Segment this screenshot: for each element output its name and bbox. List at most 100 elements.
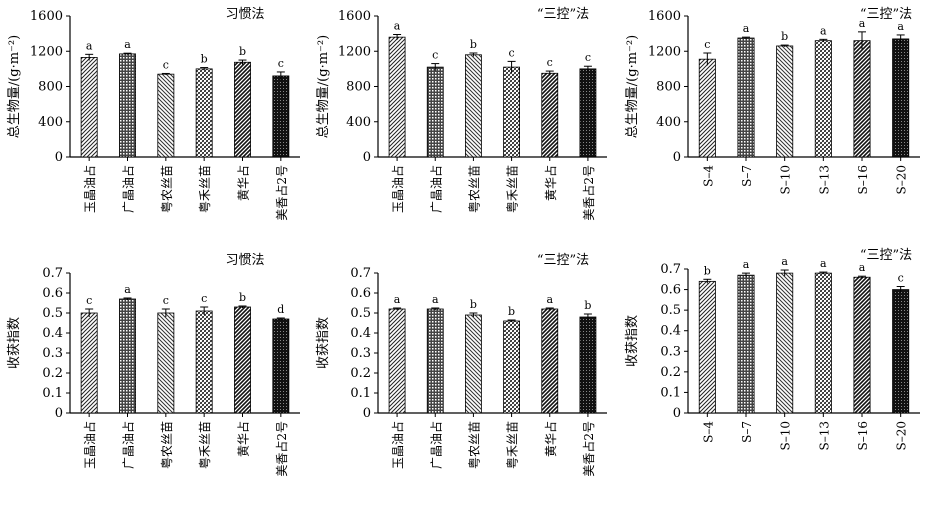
x-tick-label: 广晶油占 xyxy=(121,421,136,469)
x-tick-label: 黄华占 xyxy=(543,421,558,457)
significance-letter: a xyxy=(859,17,866,30)
bar xyxy=(465,54,482,158)
y-axis-label: 收获指数 xyxy=(625,315,640,367)
x-tick-label: S–16 xyxy=(856,421,870,451)
significance-letter: a xyxy=(859,261,866,274)
bar xyxy=(814,40,832,158)
x-tick-label: 美香占2号 xyxy=(581,165,596,221)
bar xyxy=(465,314,482,414)
x-tick-label: 美香占2号 xyxy=(274,421,289,477)
x-tick-label: 粤禾丝苗 xyxy=(505,165,520,213)
bar xyxy=(234,306,251,414)
significance-letter: a xyxy=(820,257,827,270)
bar xyxy=(272,318,290,414)
x-tick-label: 广晶油占 xyxy=(428,421,443,469)
chart-panel-5: 0 0.1 0.2 0.3 0.4 0.5 0.6 0.7 收获指数 “三控”法 a 玉晶油占 a 广晶油… xyxy=(316,253,607,477)
x-tick-label: 黄华占 xyxy=(543,165,558,201)
significance-letter: c xyxy=(432,49,438,62)
x-tick-label: 玉晶油占 xyxy=(390,421,405,469)
significance-letter: a xyxy=(124,38,131,51)
y-tick-label: 0.2 xyxy=(350,366,371,381)
chart-panel-2: 0 400 800 1200 1600 总生物量/(g·m⁻²) “三控”法 a 玉晶油占 c 广晶… xyxy=(316,7,607,221)
bar xyxy=(541,308,559,414)
bar xyxy=(157,312,175,414)
y-axis-label: 收获指数 xyxy=(7,317,22,369)
x-tick-label: 黄华占 xyxy=(236,165,251,201)
x-tick-label: 广晶油占 xyxy=(428,165,443,213)
bar xyxy=(892,289,910,414)
bar xyxy=(776,45,794,158)
y-tick-label: 0.3 xyxy=(42,346,63,361)
significance-letter: a xyxy=(820,24,827,37)
y-tick-label: 800 xyxy=(38,80,63,95)
x-tick-label: S–7 xyxy=(740,165,754,187)
bar xyxy=(234,61,251,158)
bar xyxy=(503,320,520,414)
bar xyxy=(814,272,832,414)
y-tick-label: 400 xyxy=(656,115,681,130)
y-tick-label: 0.7 xyxy=(660,262,681,277)
x-tick-label: 广晶油占 xyxy=(121,165,136,213)
significance-letter: c xyxy=(86,294,92,307)
significance-letter: b xyxy=(781,30,788,43)
y-tick-label: 0.2 xyxy=(660,365,681,380)
significance-letter: b xyxy=(201,53,208,66)
x-tick-label: S–10 xyxy=(779,165,793,195)
y-tick-label: 800 xyxy=(656,80,681,95)
y-tick-label: 0 xyxy=(673,406,681,421)
x-tick-label: 粤农丝苗 xyxy=(159,421,174,469)
y-tick-label: 0 xyxy=(363,150,371,165)
chart-panel-3: 0 400 800 1200 1600 总生物量/(g·m⁻²) “三控”法 c S–4 a S–7… xyxy=(625,7,920,195)
bar xyxy=(737,274,755,414)
significance-letter: c xyxy=(704,38,710,51)
x-tick-label: 美香占2号 xyxy=(581,421,596,477)
x-tick-label: S–4 xyxy=(701,165,715,187)
significance-letter: a xyxy=(546,293,553,306)
bar xyxy=(776,272,794,414)
significance-letter: c xyxy=(201,292,207,305)
y-tick-label: 0.7 xyxy=(42,266,63,281)
x-tick-label: 黄华占 xyxy=(236,421,251,457)
significance-letter: a xyxy=(743,258,750,271)
x-tick-label: S–16 xyxy=(856,165,870,195)
chart-title: “三控”法 xyxy=(537,253,589,268)
y-tick-label: 1200 xyxy=(648,44,681,59)
x-tick-label: S–13 xyxy=(817,421,831,451)
y-axis-label: 总生物量/(g·m⁻²) xyxy=(316,35,331,138)
x-tick-label: S–20 xyxy=(895,165,909,195)
y-tick-label: 0.1 xyxy=(42,386,63,401)
x-tick-label: S–4 xyxy=(701,421,715,443)
bar xyxy=(853,40,871,158)
significance-letter: c xyxy=(163,294,169,307)
significance-letter: b xyxy=(704,264,711,277)
y-tick-label: 0.4 xyxy=(42,326,63,341)
bar xyxy=(541,72,559,158)
x-tick-label: 玉晶油占 xyxy=(82,165,97,213)
bar xyxy=(195,310,213,414)
significance-letter: b xyxy=(239,291,246,304)
significance-letter: c xyxy=(547,56,553,69)
bar xyxy=(737,37,755,158)
chart-title: “三控”法 xyxy=(537,7,589,22)
bar xyxy=(80,312,98,414)
chart-title: 习惯法 xyxy=(225,6,264,22)
y-tick-label: 0.2 xyxy=(42,366,63,381)
y-axis-label: 总生物量/(g·m⁻²) xyxy=(625,35,640,138)
bar xyxy=(579,316,597,414)
y-tick-label: 0.7 xyxy=(350,266,371,281)
x-tick-label: 粤农丝苗 xyxy=(159,165,174,213)
bar xyxy=(80,57,98,158)
bar xyxy=(119,298,136,414)
y-tick-label: 400 xyxy=(38,115,63,130)
y-tick-label: 0.1 xyxy=(350,386,371,401)
bar xyxy=(503,66,520,158)
y-tick-label: 0.5 xyxy=(350,306,371,321)
x-tick-label: 玉晶油占 xyxy=(390,165,405,213)
significance-letter: a xyxy=(781,255,788,268)
y-tick-label: 800 xyxy=(346,80,371,95)
x-tick-label: 粤禾丝苗 xyxy=(197,165,212,213)
x-tick-label: 粤禾丝苗 xyxy=(505,421,520,469)
significance-letter: a xyxy=(432,293,439,306)
bar xyxy=(119,53,136,158)
chart-title: “三控”法 xyxy=(860,7,912,22)
